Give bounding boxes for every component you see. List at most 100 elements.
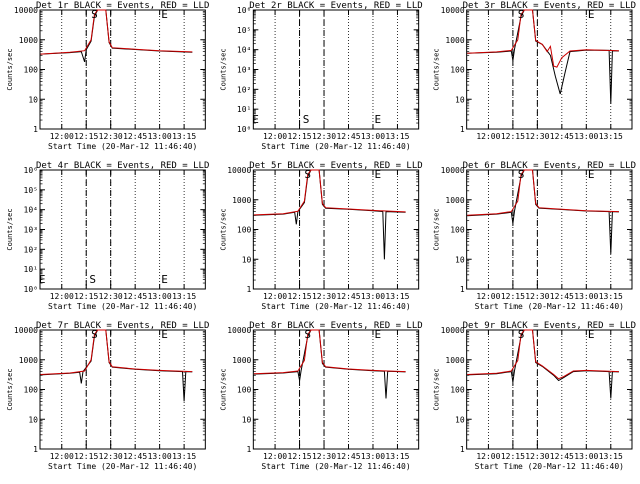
plot-frame <box>39 9 206 130</box>
marker-e: E <box>588 8 595 21</box>
panel-title: Det 7r BLACK = Events, RED = LLD <box>36 321 209 331</box>
x-tick-label: 12:30 <box>99 132 123 141</box>
x-tick-label: 12:00 <box>476 452 500 461</box>
panel-3: Det 3r BLACK = Events, RED = LLD 1 10 100 10… <box>433 1 636 141</box>
y-tick-label: 1000 <box>445 196 464 205</box>
panel-6: Det 6r BLACK = Events, RED = LLD 1 10 100 10… <box>433 161 636 311</box>
plot-frame <box>466 169 633 290</box>
series-events <box>467 169 619 255</box>
plot-frame <box>466 9 633 130</box>
x-tick-label: 13:00 <box>148 292 172 301</box>
y-tick-label: 10 <box>28 415 38 424</box>
x-axis-label: Start Time (20-Mar-12 11:46:40) <box>48 462 197 471</box>
x-tick-label: 12:45 <box>336 292 360 301</box>
x-tick-label: 12:15 <box>74 132 98 141</box>
marker-e: E <box>161 328 168 341</box>
x-tick-label: 12:00 <box>50 452 74 461</box>
x-tick-label: 12:00 <box>50 132 74 141</box>
y-tick-label: 1000 <box>19 356 38 365</box>
marker-s: S <box>89 273 96 286</box>
series-events <box>253 329 406 399</box>
x-tick-label: 12:15 <box>288 292 312 301</box>
y-tick-label: 100 <box>450 386 465 395</box>
y-tick-label: 10³ <box>237 66 251 75</box>
panel-title: Det 5r BLACK = Events, RED = LLD <box>249 161 422 171</box>
series-events <box>467 329 619 399</box>
x-tick-label: 12:15 <box>288 452 312 461</box>
y-tick-label: 1000 <box>232 356 251 365</box>
x-tick-label: 13:15 <box>599 452 623 461</box>
marker-s: S <box>303 113 310 126</box>
x-axis-label: Start Time (20-Mar-12 11:46:40) <box>261 142 410 151</box>
marker-e: E <box>588 168 595 181</box>
x-tick-label: 12:30 <box>312 452 336 461</box>
x-tick-label: 12:30 <box>312 132 336 141</box>
plot-frame <box>252 9 420 130</box>
y-tick-label: 10000 <box>227 166 251 175</box>
x-axis-label: Start Time (20-Mar-12 11:46:40) <box>48 142 197 151</box>
series-lld <box>40 329 193 375</box>
series-events <box>253 169 406 260</box>
marker-e: E <box>375 113 382 126</box>
x-tick-label: 13:15 <box>385 452 409 461</box>
y-tick-label: 10 <box>28 95 38 104</box>
x-tick-label: 12:00 <box>263 452 287 461</box>
y-tick-label: 1000 <box>445 36 464 45</box>
marker-e: E <box>161 273 168 286</box>
marker-e: E <box>588 328 595 341</box>
y-tick-label: 10¹ <box>24 265 38 274</box>
x-tick-label: 12:30 <box>525 292 549 301</box>
marker-e: E <box>375 328 382 341</box>
series-lld <box>467 329 619 380</box>
x-tick-label: 12:45 <box>550 292 574 301</box>
x-tick-label: 12:15 <box>501 132 525 141</box>
x-tick-label: 12:15 <box>501 452 525 461</box>
x-tick-label: 12:45 <box>550 132 574 141</box>
y-axis-label: Counts/sec <box>6 368 14 410</box>
marker-s: S <box>91 328 98 341</box>
x-axis-label: Start Time (20-Mar-12 11:46:40) <box>261 462 410 471</box>
y-tick-label: 100 <box>24 386 39 395</box>
plot-frame <box>466 329 633 450</box>
y-tick-label: 10000 <box>441 166 465 175</box>
x-tick-label: 12:00 <box>263 292 287 301</box>
x-tick-label: 13:15 <box>599 132 623 141</box>
marker-s: S <box>304 328 311 341</box>
plot-frame <box>252 329 420 450</box>
y-tick-label: 1 <box>460 125 465 134</box>
plot-frame <box>39 329 206 450</box>
x-tick-label: 12:30 <box>99 292 123 301</box>
series-events <box>40 9 193 63</box>
series-events <box>40 329 193 402</box>
x-axis-label: Start Time (20-Mar-12 11:46:40) <box>475 302 624 311</box>
y-tick-label: 100 <box>237 226 252 235</box>
x-tick-label: 12:00 <box>476 292 500 301</box>
x-tick-label: 13:15 <box>385 132 409 141</box>
y-tick-label: 10000 <box>441 6 465 15</box>
panel-2: Det 2r BLACK = Events, RED = LLD 10⁰ 10¹ 10… <box>219 1 422 151</box>
panel-5: Det 5r BLACK = Events, RED = LLD 1 10 100 10… <box>219 161 422 311</box>
y-tick-label: 10 <box>455 415 465 424</box>
y-tick-label: 10⁶ <box>24 166 38 175</box>
y-axis-label: Counts/sec <box>219 48 227 90</box>
series-lld <box>467 169 619 216</box>
x-tick-label: 13:00 <box>148 452 172 461</box>
x-tick-label: 12:45 <box>123 292 147 301</box>
plot-frame <box>252 169 420 290</box>
marker-e: E <box>161 8 168 21</box>
x-tick-label: 12:45 <box>123 452 147 461</box>
series-lld <box>467 9 619 68</box>
y-tick-label: 10⁴ <box>237 46 251 55</box>
x-tick-label: 12:00 <box>50 292 74 301</box>
panel-title: Det 1r BLACK = Events, RED = LLD <box>36 1 209 11</box>
marker-s: S <box>304 168 311 181</box>
plot-frame <box>39 169 206 290</box>
x-tick-label: 12:15 <box>288 132 312 141</box>
y-axis-label: Counts/sec <box>6 48 14 90</box>
y-tick-label: 10000 <box>227 326 251 335</box>
y-tick-label: 1 <box>33 445 38 454</box>
y-tick-label: 10⁰ <box>24 285 38 294</box>
y-tick-label: 10 <box>242 415 252 424</box>
x-tick-label: 13:15 <box>172 132 196 141</box>
